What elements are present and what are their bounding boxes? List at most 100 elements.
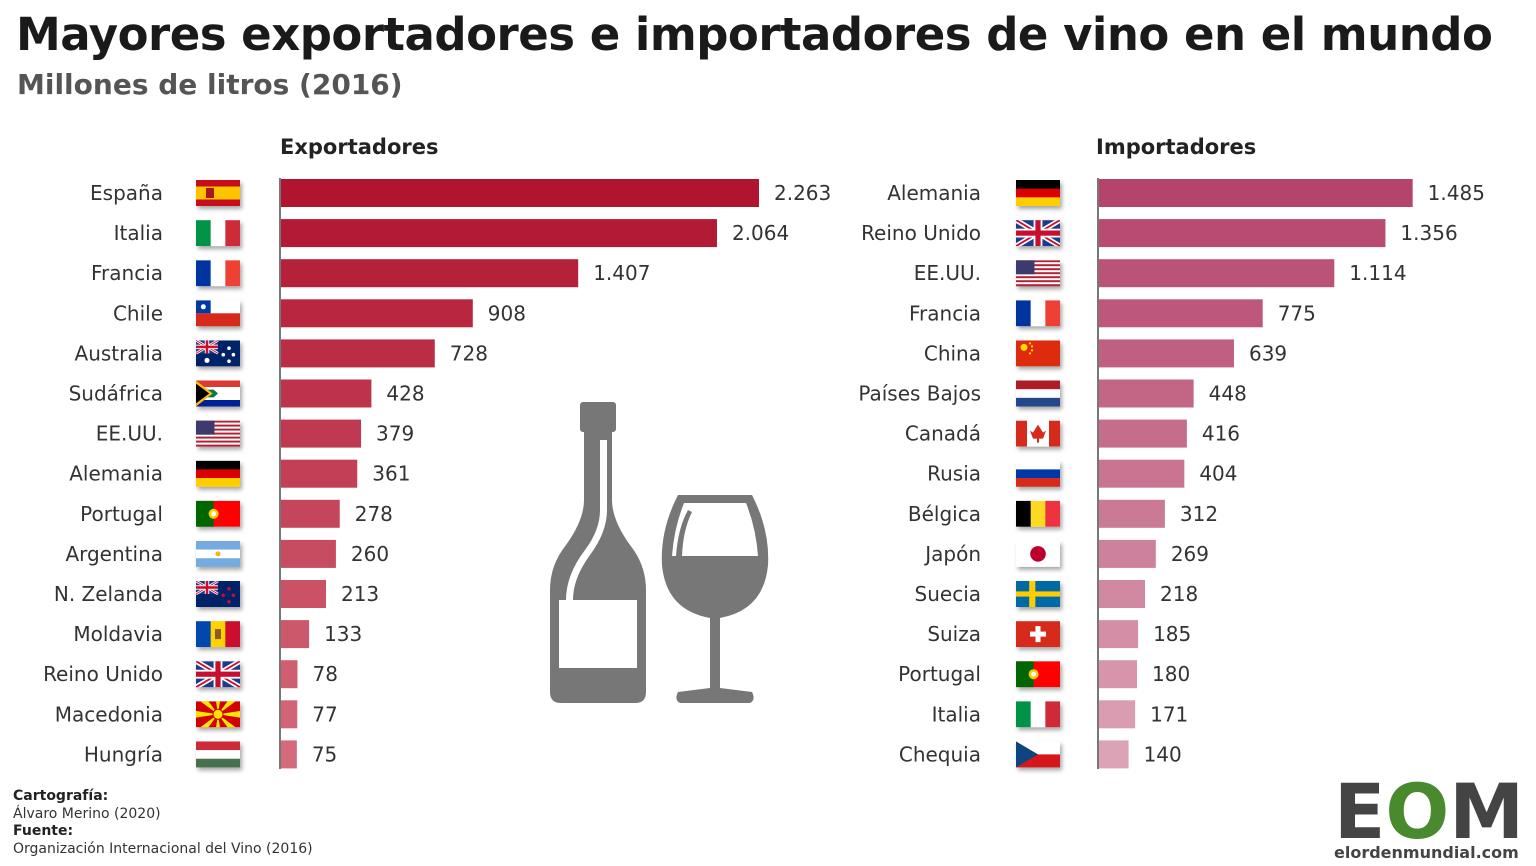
bar	[281, 620, 310, 649]
flag-mk-icon	[196, 701, 240, 728]
category-label: Suiza	[927, 622, 981, 646]
category-label: Suecia	[915, 582, 981, 606]
flag-pt-icon	[196, 500, 240, 527]
logo: EOM elordenmundial.com	[1334, 767, 1524, 862]
bar	[1099, 499, 1165, 528]
value-label: 1.356	[1400, 221, 1457, 245]
value-label: 775	[1278, 301, 1316, 325]
value-label: 1.114	[1349, 261, 1406, 285]
panel-title: Exportadores	[280, 135, 438, 159]
category-label: Chile	[113, 301, 163, 325]
bar	[1099, 299, 1263, 328]
value-label: 133	[324, 622, 362, 646]
bar	[281, 740, 297, 769]
bar	[1099, 620, 1139, 649]
value-label: 269	[1171, 542, 1209, 566]
value-label: 278	[355, 502, 393, 526]
flag-gb-icon	[196, 661, 240, 688]
credits: Cartografía: Álvaro Merino (2020) Fuente…	[13, 788, 313, 858]
bar	[1099, 740, 1129, 769]
flag-ar-icon	[196, 540, 240, 567]
bar	[281, 419, 362, 448]
flag-cz-icon	[1016, 741, 1060, 768]
bar	[281, 259, 579, 288]
bar	[1099, 660, 1138, 689]
bar	[281, 179, 759, 207]
flag-ca-icon	[1016, 420, 1060, 447]
category-label: Canadá	[905, 422, 981, 446]
bar	[1099, 259, 1335, 288]
value-label: 2.263	[774, 181, 831, 205]
category-label: EE.UU.	[96, 422, 163, 446]
bar	[1099, 379, 1194, 408]
bar	[1099, 339, 1234, 368]
category-label: Portugal	[898, 662, 981, 686]
category-label: Alemania	[69, 462, 163, 486]
exporters-panel: Exportadores España 2.263 Italia 2.064 Franci…	[43, 135, 831, 769]
flag-es-icon	[196, 180, 240, 206]
category-label: Chequia	[899, 742, 981, 766]
flag-fr-icon	[1016, 300, 1060, 327]
wine-bottle-icon	[550, 402, 646, 703]
bar	[281, 299, 473, 328]
bar	[281, 219, 717, 248]
flag-hu-icon	[196, 741, 240, 768]
bar	[1099, 419, 1187, 448]
importers-panel: Importadores Alemania 1.485 Reino Unido 1.35…	[858, 135, 1485, 769]
category-label: Sudáfrica	[69, 382, 163, 406]
source-label: Fuente:	[13, 823, 74, 839]
category-label: EE.UU.	[914, 261, 981, 285]
flag-gb-icon	[1016, 220, 1060, 247]
category-label: Australia	[75, 341, 163, 365]
value-label: 185	[1153, 622, 1191, 646]
category-label: España	[90, 181, 163, 205]
value-label: 213	[341, 582, 379, 606]
panel-title: Importadores	[1096, 135, 1256, 159]
value-label: 140	[1144, 742, 1182, 766]
flag-cl-icon	[196, 300, 240, 327]
bar	[281, 379, 372, 408]
wine-glass-icon	[661, 495, 769, 703]
flag-fr-icon	[196, 260, 240, 287]
bar	[1099, 459, 1185, 488]
flag-md-icon	[196, 621, 240, 648]
value-label: 1.407	[593, 261, 650, 285]
category-label: Francia	[91, 261, 163, 285]
value-label: 2.064	[732, 221, 789, 245]
category-label: Japón	[923, 542, 981, 566]
flag-it-icon	[196, 220, 240, 247]
value-label: 78	[312, 662, 337, 686]
flag-jp-icon	[1016, 540, 1060, 567]
logo-text: EOM	[1334, 767, 1524, 856]
source-text: Organización Internacional del Vino (201…	[13, 840, 313, 857]
category-label: Bélgica	[908, 502, 981, 526]
category-label: Argentina	[65, 542, 163, 566]
chart-subtitle: Millones de litros (2016)	[17, 68, 403, 101]
category-label: China	[924, 341, 981, 365]
flag-be-icon	[1016, 500, 1060, 527]
category-label: Reino Unido	[861, 221, 981, 245]
category-label: Reino Unido	[43, 662, 163, 686]
cartography-author: Álvaro Merino (2020)	[13, 805, 161, 822]
flag-de-icon	[1016, 180, 1060, 206]
value-label: 416	[1202, 422, 1240, 446]
category-label: Moldavia	[73, 622, 163, 646]
bar	[1099, 700, 1136, 729]
bar	[1099, 179, 1413, 207]
value-label: 180	[1152, 662, 1190, 686]
flag-nz-icon	[196, 581, 240, 607]
cartography-label: Cartografía:	[13, 788, 109, 804]
value-label: 428	[386, 382, 424, 406]
value-label: 639	[1249, 341, 1287, 365]
flag-nl-icon	[1016, 380, 1060, 407]
flag-za-icon	[196, 380, 240, 407]
flag-de-icon	[196, 460, 240, 487]
category-label: Italia	[932, 702, 981, 726]
value-label: 77	[312, 702, 337, 726]
bar	[1099, 219, 1386, 248]
logo-site: elordenmundial.com	[1334, 843, 1519, 862]
flag-ru-icon	[1016, 460, 1060, 487]
category-label: N. Zelanda	[54, 582, 163, 606]
value-label: 218	[1160, 582, 1198, 606]
